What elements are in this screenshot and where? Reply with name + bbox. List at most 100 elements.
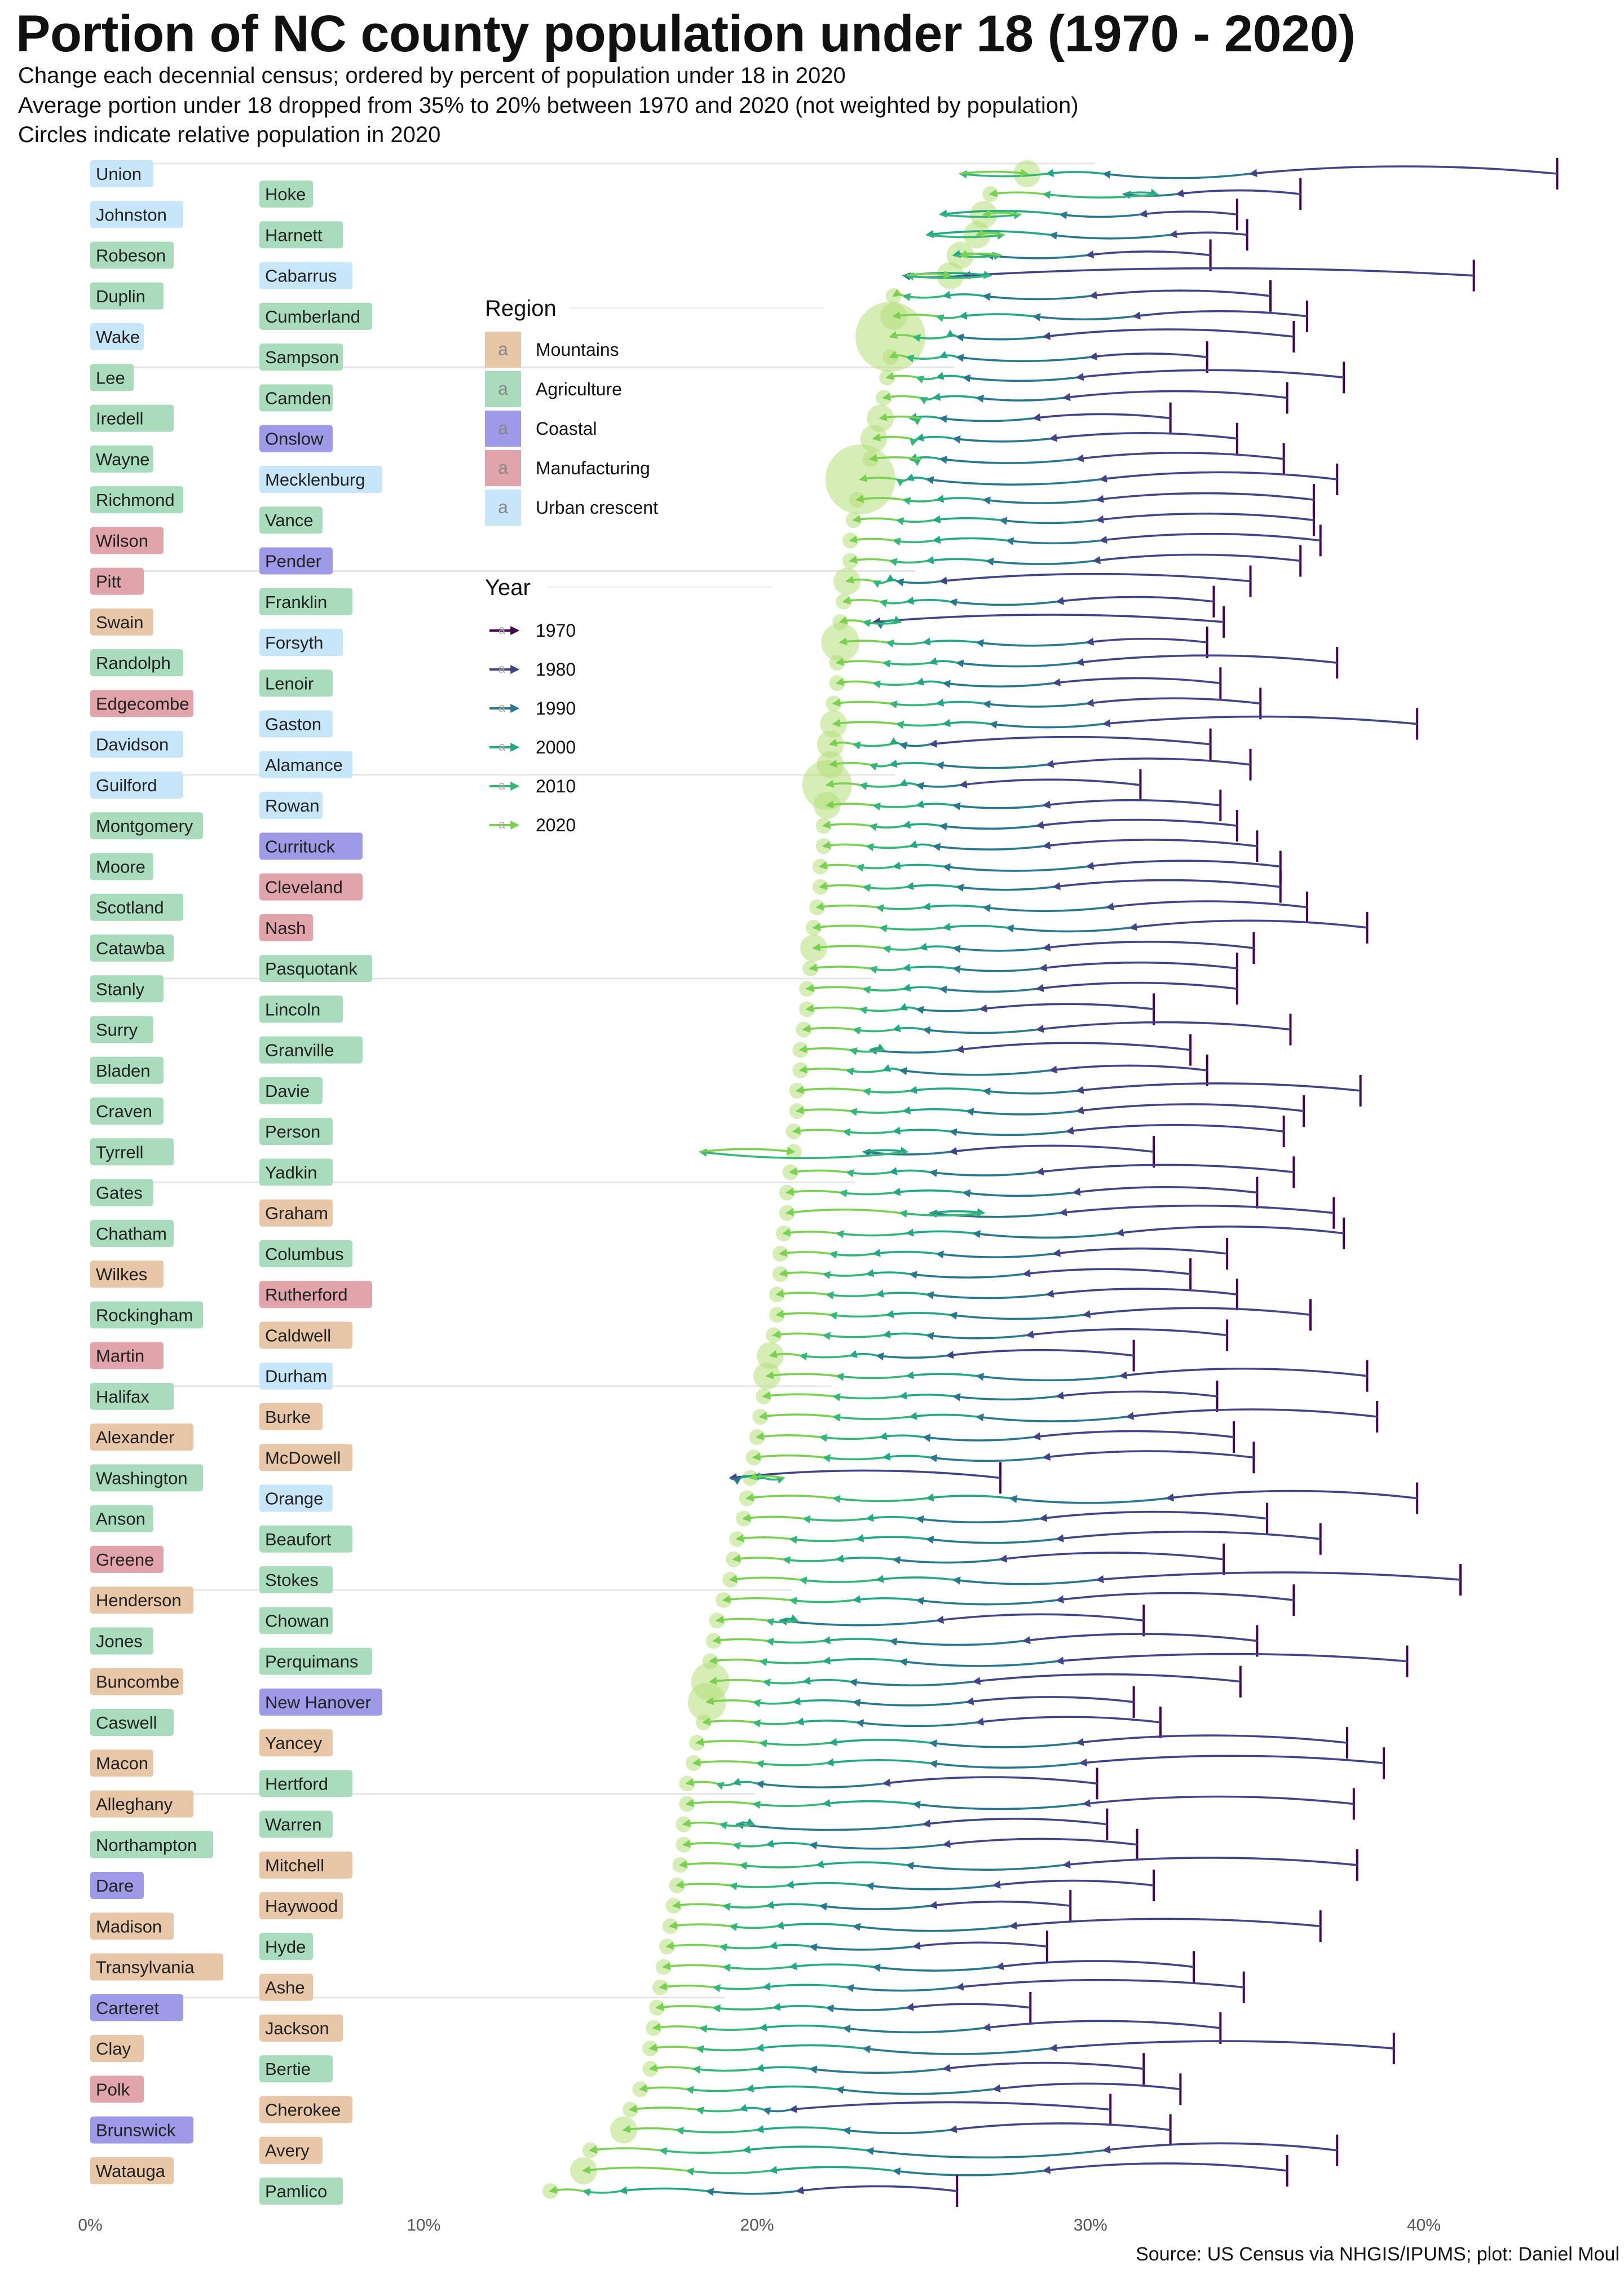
county-arrow-scotland bbox=[815, 891, 1309, 923]
segment-1990-2000 bbox=[892, 861, 944, 870]
region-swatch bbox=[259, 2096, 352, 2123]
county-name: Cherokee bbox=[265, 2100, 341, 2119]
segment-2000-2010 bbox=[862, 619, 901, 628]
segment-2010-2020 bbox=[708, 1677, 764, 1685]
county-name: Graham bbox=[265, 1204, 328, 1223]
segment-1990-2000 bbox=[889, 737, 901, 746]
county-name: Johnston bbox=[96, 205, 167, 224]
county-name: Perquimans bbox=[265, 1652, 358, 1672]
segment-2000-2010 bbox=[699, 1148, 907, 1160]
segment-2000-2010 bbox=[959, 170, 1048, 179]
segment-1990-2000 bbox=[822, 1799, 914, 1808]
county-arrow-haywood bbox=[672, 1890, 1072, 1922]
segment-2000-2010 bbox=[822, 1271, 867, 1279]
segment-1970-1980 bbox=[1022, 1268, 1191, 1277]
segment-2000-2010 bbox=[659, 2147, 744, 2156]
segment-1990-2000 bbox=[899, 1003, 917, 1011]
segment-2010-2020 bbox=[812, 923, 881, 931]
segment-1970-1980 bbox=[1095, 1571, 1461, 1584]
segment-2000-2010 bbox=[718, 1821, 754, 1830]
county-label: Vance bbox=[259, 506, 323, 534]
subtitle-line-1: Change each decennial census; ordered by… bbox=[18, 63, 846, 88]
segment-1970-1980 bbox=[1175, 189, 1301, 197]
segment-2000-2010 bbox=[940, 211, 1022, 219]
segment-1990-2000 bbox=[828, 1738, 931, 1746]
segment-1980-1990 bbox=[929, 1760, 1081, 1769]
segment-1990-2000 bbox=[849, 1350, 877, 1358]
region-swatch bbox=[259, 1973, 313, 2001]
region-swatch bbox=[90, 445, 153, 473]
segment-1970-1980 bbox=[975, 1716, 1161, 1726]
segment-2000-2010 bbox=[798, 1352, 851, 1361]
segment-2000-2010 bbox=[762, 1678, 804, 1687]
segment-2000-2010 bbox=[852, 1026, 894, 1035]
county-name: Hertford bbox=[265, 1774, 328, 1793]
segment-1980-1990 bbox=[988, 720, 1104, 729]
segment-1970-1980 bbox=[1055, 596, 1214, 605]
legend-region-label: Coastal bbox=[536, 418, 597, 439]
legend-region-swatch bbox=[485, 332, 521, 368]
segment-1980-1990 bbox=[975, 394, 1064, 403]
segment-1990-2000 bbox=[942, 719, 991, 728]
county-name: Iredell bbox=[96, 409, 143, 429]
segment-1990-2000 bbox=[908, 840, 934, 849]
county-name: Pitt bbox=[96, 572, 121, 592]
segment-2000-2010 bbox=[692, 2065, 757, 2074]
region-swatch bbox=[259, 547, 333, 575]
segment-2000-2010 bbox=[879, 924, 944, 933]
segment-2000-2010 bbox=[685, 2086, 747, 2094]
region-swatch bbox=[90, 1545, 164, 1573]
segment-2010-2020 bbox=[892, 311, 938, 320]
segment-1980-1990 bbox=[938, 456, 1078, 464]
segment-2010-2020 bbox=[855, 495, 904, 503]
segment-1990-2000 bbox=[905, 473, 928, 482]
segment-2000-2010 bbox=[892, 537, 934, 546]
segment-2010-2020 bbox=[638, 2084, 687, 2092]
legend-region-swatch bbox=[485, 411, 521, 447]
segment-1980-1990 bbox=[975, 639, 1088, 647]
county-label: Pasquotank bbox=[259, 955, 372, 982]
county-arrow-sampson bbox=[889, 341, 1208, 373]
segment-2000-2010 bbox=[712, 1984, 764, 1993]
segment-1980-1990 bbox=[825, 2004, 907, 2013]
county-arrow-avery bbox=[589, 2134, 1339, 2166]
segment-1970-1980 bbox=[1042, 941, 1254, 951]
region-swatch bbox=[90, 1179, 153, 1206]
county-label: Northampton bbox=[90, 1831, 213, 1858]
segment-1970-1980 bbox=[1132, 310, 1308, 320]
county-arrows bbox=[549, 158, 1559, 2207]
county-label: Anson bbox=[90, 1505, 153, 1532]
segment-1970-1980 bbox=[1045, 1288, 1238, 1298]
region-swatch bbox=[259, 180, 313, 208]
county-arrow-harnett bbox=[925, 219, 1248, 251]
segment-1990-2000 bbox=[915, 433, 954, 442]
county-label: Guilford bbox=[90, 771, 183, 799]
segment-1970-1980 bbox=[1075, 654, 1338, 667]
segment-2000-2010 bbox=[765, 1637, 824, 1646]
chart-title: Portion of NC county population under 18… bbox=[16, 5, 1356, 63]
county-arrow-yancey bbox=[695, 1727, 1349, 1759]
segment-2010-2020 bbox=[907, 270, 952, 279]
region-swatch bbox=[259, 588, 352, 615]
county-arrow-henderson bbox=[722, 1584, 1295, 1616]
segment-2010-2020 bbox=[779, 1249, 831, 1257]
segment-1990-2000 bbox=[822, 1636, 891, 1645]
segment-2010-2020 bbox=[849, 556, 891, 564]
county-label: Ashe bbox=[259, 1973, 313, 2001]
region-swatch bbox=[259, 710, 333, 738]
county-label: Pender bbox=[259, 547, 333, 575]
segment-2010-2020 bbox=[825, 779, 861, 788]
county-label: Rutherford bbox=[259, 1281, 372, 1308]
region-swatch bbox=[259, 1321, 352, 1349]
segment-1980-1990 bbox=[982, 904, 1107, 913]
segment-1980-1990 bbox=[735, 1821, 924, 1831]
segment-1970-1980 bbox=[1022, 1633, 1257, 1645]
county-arrow-bertie bbox=[648, 2053, 1145, 2085]
segment-1970-1980 bbox=[905, 2003, 1031, 2011]
segment-1980-1990 bbox=[955, 659, 1078, 668]
segment-2010-2020 bbox=[982, 209, 1021, 218]
segment-1980-1990 bbox=[965, 1108, 1078, 1116]
county-arrow-surry bbox=[802, 1013, 1292, 1046]
segment-1980-1990 bbox=[985, 557, 1094, 566]
segment-1990-2000 bbox=[885, 574, 898, 583]
